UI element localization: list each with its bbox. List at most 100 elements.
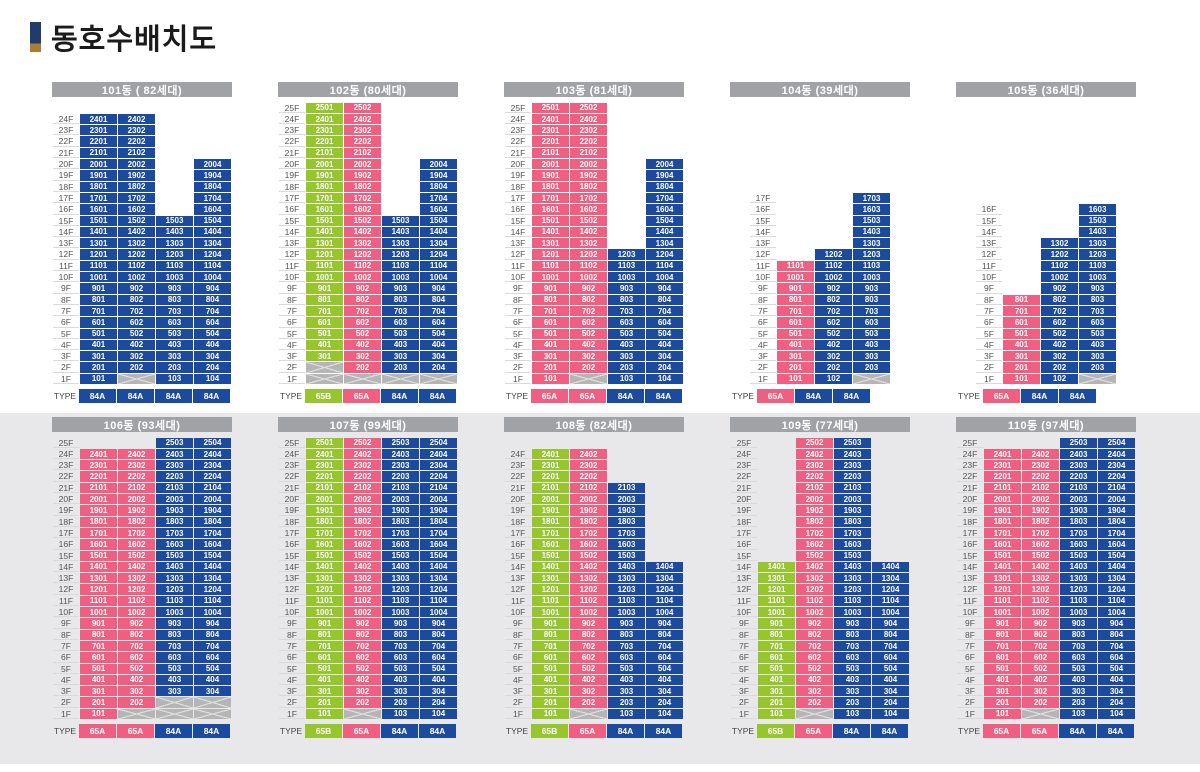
empty-cell bbox=[156, 148, 193, 158]
unit-cell: 904 bbox=[646, 283, 683, 294]
floor-label: 14F bbox=[505, 562, 531, 573]
unit-cell: 1103 bbox=[156, 595, 193, 607]
unit-cell: 204 bbox=[872, 697, 909, 708]
empty-cell bbox=[80, 438, 117, 448]
unit-cell: 2302 bbox=[344, 125, 381, 136]
floor-label: 5F bbox=[279, 329, 305, 339]
floor-label: 15F bbox=[505, 551, 531, 561]
floor-label: 20F bbox=[505, 159, 531, 170]
floor-label: 15F bbox=[53, 551, 79, 561]
unit-cell: 704 bbox=[1098, 640, 1135, 652]
unit-cell: 604 bbox=[646, 317, 683, 328]
type-cell: 65A bbox=[79, 724, 116, 738]
empty-cell bbox=[382, 136, 419, 146]
unit-cell: 1203 bbox=[608, 584, 645, 595]
floor-row: 11F 1101 1102 1103 1104 bbox=[957, 595, 1135, 607]
unit-cell: 404 bbox=[420, 339, 457, 351]
unit-cell: 1901 bbox=[306, 170, 343, 181]
empty-cell bbox=[382, 170, 419, 180]
floor-label: 12F bbox=[750, 249, 776, 260]
floor-label: 20F bbox=[957, 494, 983, 505]
unit-cell: 1902 bbox=[344, 170, 381, 181]
unit-cell: 602 bbox=[570, 652, 607, 663]
floor-row: 10F 1002 1003 bbox=[976, 272, 1116, 283]
unit-cell: 1502 bbox=[344, 215, 381, 226]
unit-cell: 2101 bbox=[984, 482, 1021, 494]
unit-cell: 1301 bbox=[532, 573, 569, 584]
unit-cell: 901 bbox=[984, 618, 1021, 629]
unit-cell: 703 bbox=[608, 305, 645, 317]
unit-cell: 801 bbox=[80, 294, 117, 305]
unit-cell: 1803 bbox=[156, 516, 193, 527]
unit-cell: 803 bbox=[608, 629, 645, 640]
unit-cell: 2203 bbox=[382, 471, 419, 482]
floor-label: 14F bbox=[279, 227, 305, 238]
unit-cell: 602 bbox=[570, 317, 607, 328]
unit-cell: 104 bbox=[646, 373, 683, 384]
unit-cell: 1304 bbox=[646, 573, 683, 584]
unit-cell: 604 bbox=[872, 652, 909, 663]
unit-cell: 2403 bbox=[382, 448, 419, 460]
floor-row: 5F 501 502 503 504 bbox=[957, 663, 1135, 674]
floor-label: 13F bbox=[53, 573, 79, 584]
floor-label: 14F bbox=[750, 227, 776, 238]
unit-cell: 803 bbox=[834, 629, 871, 640]
unit-cell: 303 bbox=[382, 686, 419, 697]
floor-label: 11F bbox=[976, 261, 1002, 272]
unit-cell: 2504 bbox=[194, 437, 231, 448]
floor-row: 8F 801 802 803 804 bbox=[53, 294, 231, 305]
floor-row: 23F 2301 2302 2303 2304 bbox=[53, 460, 231, 471]
empty-cell bbox=[156, 125, 193, 135]
unit-cell: 1304 bbox=[194, 573, 231, 584]
unit-cell: 401 bbox=[532, 674, 569, 686]
unit-cell: 903 bbox=[853, 283, 890, 294]
unit-cell: 103 bbox=[1060, 708, 1097, 719]
floor-row: 9F 901 902 903 904 bbox=[53, 618, 231, 629]
unit-cell: 1503 bbox=[1079, 215, 1116, 226]
type-cell: 84A bbox=[381, 724, 418, 738]
empty-cell bbox=[646, 494, 683, 504]
floor-row: 8F 801 802 803 804 bbox=[731, 629, 909, 640]
unit-cell: 604 bbox=[420, 652, 457, 663]
unit-cell: 502 bbox=[570, 328, 607, 339]
unit-cell: 1304 bbox=[872, 573, 909, 584]
floor-row: 23F 2301 2302 2303 2304 bbox=[279, 460, 457, 471]
type-cell: 65A bbox=[531, 389, 568, 403]
unit-cell: 702 bbox=[344, 640, 381, 652]
unit-cell: 803 bbox=[1079, 294, 1116, 305]
floor-label: 2F bbox=[53, 362, 79, 373]
type-label: TYPE bbox=[731, 391, 755, 401]
floor-label: 10F bbox=[505, 272, 531, 283]
unit-cell: 2204 bbox=[1098, 471, 1135, 482]
unit-cell: 2201 bbox=[532, 471, 569, 482]
unit-cell: 2404 bbox=[194, 448, 231, 460]
unit-cell: 302 bbox=[1022, 686, 1059, 697]
unit-cell: 2004 bbox=[194, 159, 231, 170]
unit-cell: 302 bbox=[570, 686, 607, 697]
unit-cell: 502 bbox=[118, 328, 155, 339]
floor-row: 24F 2401 2402 2403 2404 bbox=[279, 448, 457, 460]
floor-label: 7F bbox=[750, 306, 776, 317]
building-101동: 101동 ( 82세대) 24F 2401 2402 23F 2301 2302 22F 220… bbox=[52, 82, 232, 403]
unit-cell: 802 bbox=[344, 629, 381, 640]
unit-cell: 2404 bbox=[420, 448, 457, 460]
unit-cell: 701 bbox=[532, 305, 569, 317]
unit-cell: 1402 bbox=[344, 226, 381, 238]
empty-cell bbox=[872, 460, 909, 470]
floor-table: 25F 2503 2504 24F 2401 2402 2403 2404 23F 2301 230… bbox=[52, 437, 232, 720]
floor-row: 10F 1001 1002 1003 1004 bbox=[279, 272, 457, 283]
floor-label: 5F bbox=[53, 664, 79, 674]
floor-label: 9F bbox=[279, 283, 305, 294]
floor-label: 8F bbox=[53, 630, 79, 640]
type-cell: 84A bbox=[419, 389, 456, 403]
floor-row: 15F 1501 1502 1503 1504 bbox=[957, 550, 1135, 561]
unit-cell: 2001 bbox=[532, 494, 569, 505]
unit-cell: 702 bbox=[570, 305, 607, 317]
unit-cell: 1402 bbox=[570, 561, 607, 573]
unit-cell: 1804 bbox=[420, 516, 457, 527]
unit-cell: 501 bbox=[532, 663, 569, 674]
type-cell: 84A bbox=[381, 389, 418, 403]
floor-label: 25F bbox=[279, 103, 305, 113]
unit-cell: 2503 bbox=[382, 437, 419, 448]
unit-cell: 1003 bbox=[853, 272, 890, 283]
